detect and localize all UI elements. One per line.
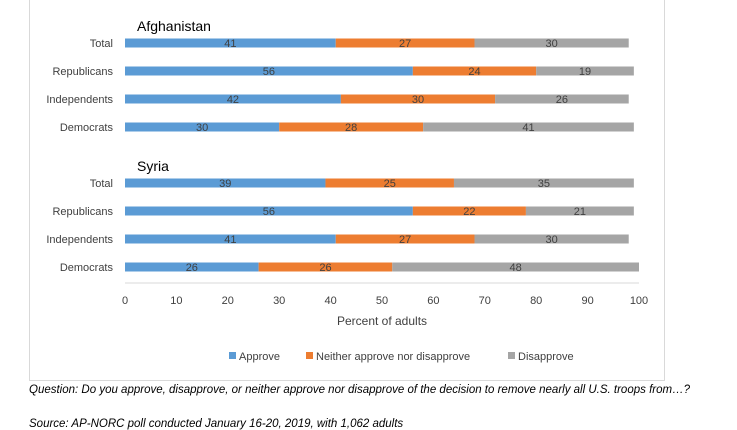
bar-segment [125,234,336,244]
legend-label: Disapprove [518,351,574,363]
bar-segment [453,178,634,188]
source-note: Source: AP-NORC poll conducted January 1… [29,418,404,430]
x-tick-label: 0 [122,295,128,307]
data-label: 30 [196,122,208,134]
x-tick-label: 50 [376,295,388,307]
bar-segment [474,38,629,48]
bar-segment [125,262,259,272]
bar-segment [495,94,629,104]
x-tick-label: 10 [170,295,182,307]
bar-segment [125,94,341,104]
group-title: Afghanistan [137,18,211,34]
legend-swatch [229,352,236,359]
data-label: 22 [463,206,475,218]
bar-segment [125,38,336,48]
data-label: 21 [574,206,586,218]
legend-label: Approve [239,351,280,363]
data-label: 56 [263,66,275,78]
bar-segment [392,262,639,272]
x-tick-label: 100 [630,295,648,307]
legend-swatch [508,352,515,359]
data-label: 26 [556,94,568,106]
bar-segment [474,234,629,244]
bar-segment [279,122,424,132]
legend-swatch [306,352,313,359]
bar-segment [423,122,634,132]
bar-segment [525,206,634,216]
x-tick-label: 30 [273,295,285,307]
bar-segment [340,94,496,104]
category-label: Republicans [52,206,113,218]
bar-segment [258,262,393,272]
x-axis-title: Percent of adults [337,314,427,328]
group-title: Syria [137,158,169,174]
chart-frame [29,0,665,381]
question-note: Question: Do you approve, disapprove, or… [29,384,690,396]
data-label: 24 [468,66,480,78]
bar-segment [325,178,454,188]
category-label: Independents [46,94,113,106]
data-label: 30 [545,234,557,246]
x-tick-label: 40 [324,295,336,307]
data-label: 41 [224,234,236,246]
bar-segment [412,66,537,76]
x-tick-label: 90 [581,295,593,307]
bar-segment [125,66,413,76]
legend-label: Neither approve nor disapprove [316,351,470,363]
x-tick-label: 70 [479,295,491,307]
x-tick-label: 20 [222,295,234,307]
bar-segment [125,178,326,188]
data-label: 35 [538,178,550,190]
category-label: Total [90,38,113,50]
category-label: Democrats [60,122,114,134]
data-label: 28 [345,122,357,134]
category-label: Independents [46,234,113,246]
data-label: 19 [579,66,591,78]
data-label: 27 [399,38,411,50]
data-label: 39 [219,178,231,190]
bar-segment [335,38,475,48]
data-label: 30 [545,38,557,50]
category-label: Democrats [60,262,114,274]
bar-segment [536,66,634,76]
data-label: 26 [186,262,198,274]
category-label: Total [90,178,113,190]
x-tick-label: 80 [530,295,542,307]
bar-segment [335,234,475,244]
bar-segment [125,122,280,132]
data-label: 25 [384,178,396,190]
data-label: 26 [319,262,331,274]
category-label: Republicans [52,66,113,78]
data-label: 56 [263,206,275,218]
bar-segment [125,206,413,216]
data-label: 48 [510,262,522,274]
data-label: 27 [399,234,411,246]
x-tick-label: 60 [427,295,439,307]
data-label: 30 [412,94,424,106]
bar-segment [412,206,526,216]
data-label: 41 [224,38,236,50]
data-label: 41 [522,122,534,134]
data-label: 42 [227,94,239,106]
